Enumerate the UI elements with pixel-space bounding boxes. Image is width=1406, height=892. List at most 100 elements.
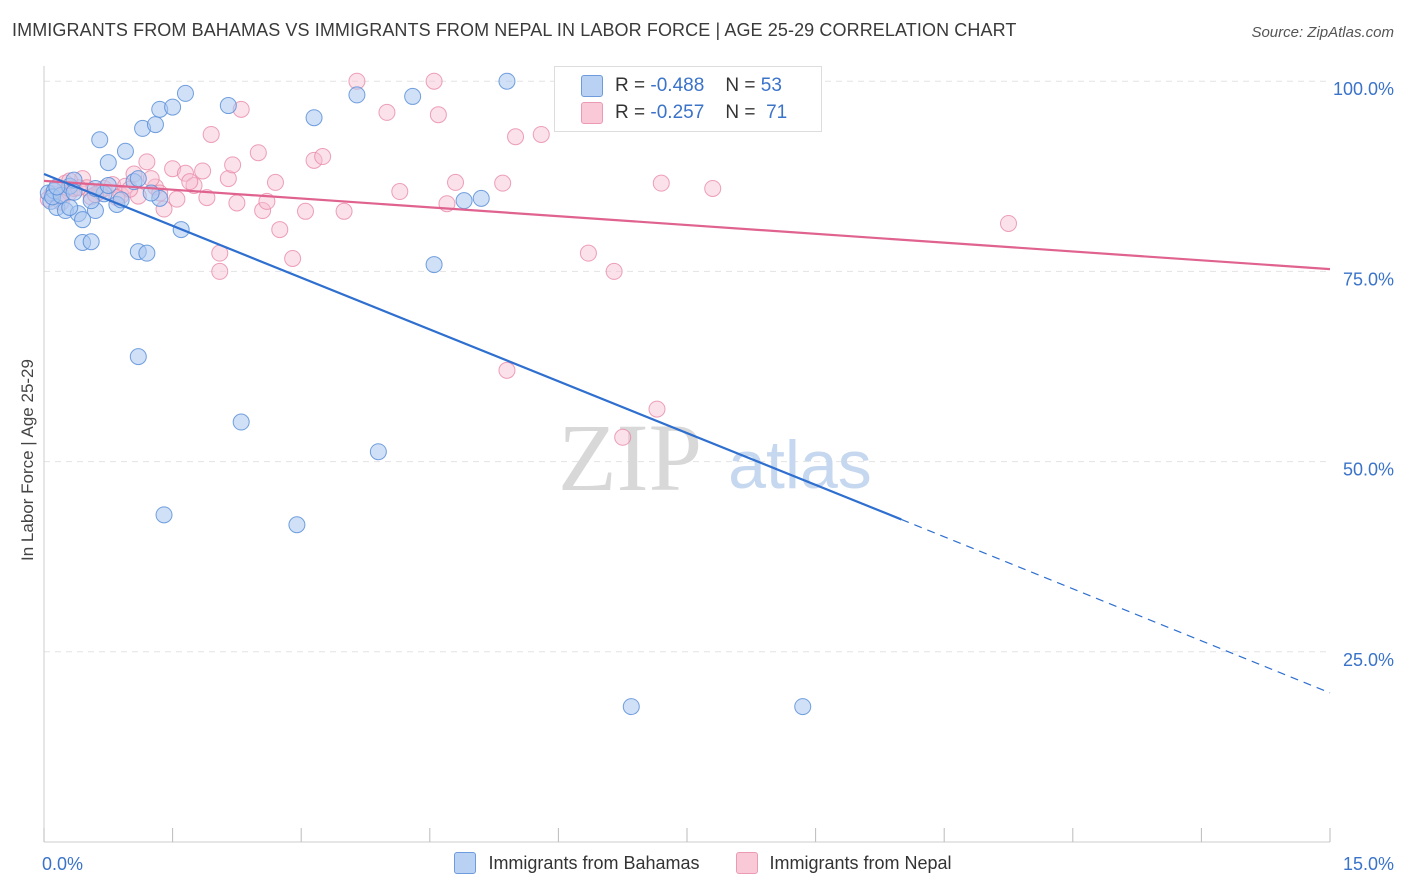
nepal-point bbox=[335, 202, 353, 220]
nepal-point bbox=[254, 202, 272, 220]
nepal-point bbox=[532, 125, 550, 143]
bahamas-point bbox=[129, 348, 147, 366]
nepal-point bbox=[228, 194, 246, 212]
watermark-zip: ZIP bbox=[558, 404, 702, 511]
legend-item-bahamas: Immigrants from Bahamas bbox=[454, 852, 700, 874]
series-legend: Immigrants from Bahamas Immigrants from … bbox=[0, 852, 1406, 874]
n-value: 53 bbox=[760, 75, 782, 96]
nepal-point bbox=[284, 249, 302, 267]
legend-nepal-label: Immigrants from Nepal bbox=[769, 852, 952, 873]
bahamas-point bbox=[498, 72, 516, 90]
trend-lines bbox=[43, 173, 1331, 694]
nepal-legend-swatch bbox=[735, 852, 758, 874]
nepal-point bbox=[605, 262, 623, 280]
bahamas-point bbox=[99, 154, 117, 172]
bahamas-point bbox=[74, 211, 92, 229]
r-value: -0.257 bbox=[650, 102, 705, 123]
nepal-point bbox=[447, 173, 465, 191]
x-tick-label: 15.0% bbox=[1343, 854, 1394, 874]
nepal-point bbox=[391, 183, 409, 201]
bahamas-point bbox=[472, 189, 490, 207]
nepal-points bbox=[39, 72, 1017, 446]
n-label: N = bbox=[725, 75, 756, 96]
nepal-point bbox=[138, 153, 156, 171]
nepal-point bbox=[494, 174, 512, 192]
bahamas-point bbox=[288, 516, 306, 534]
y-tick-label: 75.0% bbox=[1343, 269, 1394, 289]
r-value: -0.488 bbox=[650, 75, 705, 96]
y-tick-label: 100.0% bbox=[1333, 79, 1394, 99]
bahamas-point bbox=[129, 170, 147, 188]
bahamas-trend-line bbox=[43, 173, 902, 521]
r-label: R = bbox=[615, 102, 646, 123]
nepal-point bbox=[614, 428, 632, 446]
nepal-point bbox=[266, 173, 284, 191]
nepal-point bbox=[168, 190, 186, 208]
bahamas-trend-extension bbox=[901, 518, 1331, 694]
bahamas-point bbox=[82, 233, 100, 251]
bahamas-point bbox=[622, 698, 640, 716]
nepal-point bbox=[164, 160, 182, 178]
bahamas-point bbox=[155, 506, 173, 524]
y-tick-label: 50.0% bbox=[1343, 460, 1394, 480]
nepal-point bbox=[507, 128, 525, 146]
nepal-point bbox=[249, 144, 267, 162]
legend-row-nepal: R = -0.257 N = 71 bbox=[581, 100, 787, 126]
nepal-point bbox=[652, 174, 670, 192]
axes bbox=[43, 66, 1331, 843]
nepal-point bbox=[498, 361, 516, 379]
bahamas-legend-swatch bbox=[454, 852, 477, 874]
source-label: Source: ZipAtlas.com bbox=[1251, 24, 1394, 41]
bahamas-point bbox=[348, 86, 366, 104]
n-label: N = bbox=[725, 102, 756, 123]
bahamas-point bbox=[305, 109, 323, 127]
bahamas-points bbox=[39, 72, 812, 716]
chart-title: IMMIGRANTS FROM BAHAMAS VS IMMIGRANTS FR… bbox=[12, 20, 1017, 40]
bahamas-point bbox=[794, 698, 812, 716]
nepal-point bbox=[219, 170, 237, 188]
bahamas-point bbox=[116, 142, 134, 160]
nepal-point bbox=[271, 221, 289, 239]
nepal-point bbox=[194, 162, 212, 180]
nepal-point bbox=[211, 262, 229, 280]
nepal-point bbox=[425, 72, 443, 90]
tick-labels: 25.0% 50.0% 75.0% 100.0% 0.0% 15.0% bbox=[42, 79, 1394, 874]
nepal-point bbox=[579, 244, 597, 262]
nepal-point bbox=[305, 151, 323, 169]
nepal-point bbox=[704, 179, 722, 197]
bahamas-point bbox=[455, 192, 473, 210]
bahamas-point bbox=[425, 256, 443, 274]
nepal-trend-line bbox=[43, 179, 1331, 271]
nepal-point bbox=[1000, 214, 1017, 232]
bahamas-point bbox=[404, 87, 422, 105]
nepal-point bbox=[314, 148, 332, 166]
y-tick-label: 25.0% bbox=[1343, 650, 1394, 670]
bahamas-point bbox=[91, 131, 109, 149]
n-value: 71 bbox=[766, 102, 788, 123]
bahamas-point bbox=[232, 413, 250, 431]
nepal-point bbox=[176, 164, 194, 182]
legend-row-bahamas: R = -0.488 N = 53 bbox=[581, 73, 782, 99]
nepal-swatch bbox=[581, 102, 603, 124]
bahamas-point bbox=[176, 84, 194, 102]
x-tick-label: 0.0% bbox=[42, 854, 83, 874]
bahamas-point bbox=[164, 98, 182, 116]
bahamas-point bbox=[369, 443, 387, 461]
nepal-point bbox=[224, 156, 242, 174]
r-label: R = bbox=[615, 75, 646, 96]
watermark-atlas: atlas bbox=[728, 427, 872, 503]
bahamas-point bbox=[138, 244, 156, 262]
grid-lines bbox=[44, 80, 1330, 653]
nepal-point bbox=[648, 400, 666, 418]
bahamas-point bbox=[219, 97, 237, 115]
legend-bahamas-label: Immigrants from Bahamas bbox=[488, 852, 700, 873]
nepal-point bbox=[378, 103, 396, 121]
nepal-point bbox=[202, 125, 220, 143]
nepal-point bbox=[198, 189, 216, 207]
bahamas-point bbox=[61, 199, 79, 217]
legend-item-nepal: Immigrants from Nepal bbox=[735, 852, 952, 874]
stats-legend: R = -0.488 N = 53 R = -0.257 N = 71 bbox=[554, 66, 822, 132]
nepal-point bbox=[296, 202, 314, 220]
nepal-point bbox=[429, 106, 447, 124]
